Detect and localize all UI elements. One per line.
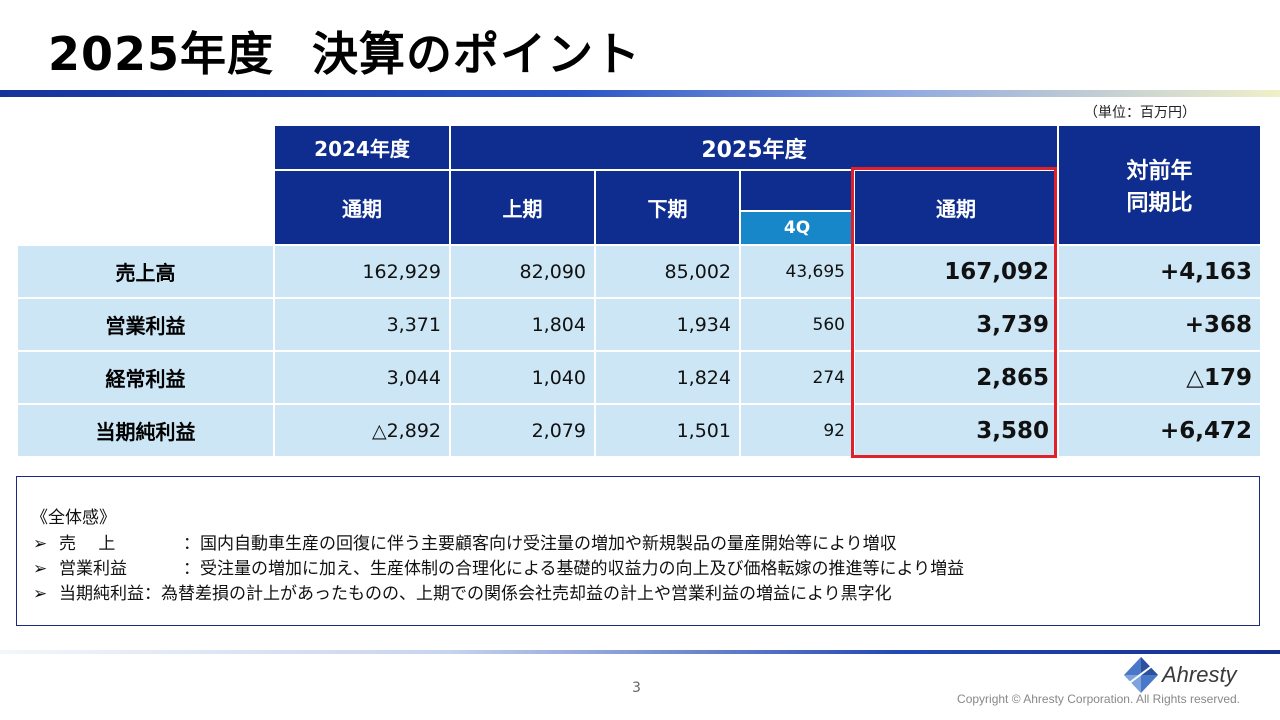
header-yoy-line1: 対前年 xyxy=(1126,159,1193,184)
header-yoy-line2: 同期比 xyxy=(1126,191,1193,216)
cell-h1: 1,040 xyxy=(449,350,596,405)
summary-item: ➢ 売 上 ：国内自動車生産の回復に伴う主要顧客向け受注量の増加や新規製品の量産開始… xyxy=(33,529,897,554)
row-label: 売上高 xyxy=(16,244,275,299)
cell-h1: 82,090 xyxy=(449,244,596,299)
cell-prev-full: 3,044 xyxy=(273,350,451,405)
arrow-bullet-icon: ➢ xyxy=(33,534,48,554)
header-yoy: 対前年 同期比 xyxy=(1057,124,1262,246)
cell-h2: 85,002 xyxy=(594,244,741,299)
cell-yoy: +368 xyxy=(1057,297,1262,352)
unit-note: （単位：百万円） xyxy=(1084,105,1196,121)
cell-q4: 560 xyxy=(739,297,855,352)
company-logo: Ahresty xyxy=(1122,656,1248,694)
row-label: 当期純利益 xyxy=(16,403,275,458)
header-fy2024: 2024年度 xyxy=(273,124,451,171)
cell-yoy: △179 xyxy=(1057,350,1262,405)
arrow-bullet-icon: ➢ xyxy=(33,559,48,579)
summary-item-text: ：為替差損の計上があったものの、上期での関係会社売却益の計上や営業利益の増益によ… xyxy=(144,584,892,604)
summary-item-label: 当期純利益 xyxy=(59,584,144,604)
logo-wordmark: Ahresty xyxy=(1162,662,1237,687)
cell-yoy: +6,472 xyxy=(1057,403,1262,458)
row-label: 経常利益 xyxy=(16,350,275,405)
cell-h2: 1,501 xyxy=(594,403,741,458)
financial-results-table: 2024年度 2025年度 対前年 同期比 通期 上期 下期 通期 4Q 売上高… xyxy=(16,124,1262,458)
arrow-bullet-icon: ➢ xyxy=(33,584,48,604)
table-row: 営業利益 3,371 1,804 1,934 560 3,739 +368 xyxy=(16,297,1262,352)
header-full-year: 通期 xyxy=(853,169,1059,246)
footer-divider xyxy=(0,650,1280,654)
cell-prev-full: △2,892 xyxy=(273,403,451,458)
cell-prev-full: 162,929 xyxy=(273,244,451,299)
summary-item-text: ：受注量の増加に加え、生産体制の合理化による基礎的収益力の向上及び価格転嫁の推進… xyxy=(183,559,965,579)
summary-heading: 《全体感》 xyxy=(31,508,116,528)
cell-yoy: +4,163 xyxy=(1057,244,1262,299)
title-year: 2025年度 xyxy=(48,27,275,81)
summary-item-text: ：国内自動車生産の回復に伴う主要顧客向け受注量の増加や新規製品の量産開始等により… xyxy=(183,534,897,554)
cell-prev-full: 3,371 xyxy=(273,297,451,352)
cell-q4: 43,695 xyxy=(739,244,855,299)
cell-full: 2,865 xyxy=(853,350,1059,405)
header-second-half: 下期 xyxy=(594,169,741,246)
ahresty-diamond-logo-icon xyxy=(1124,657,1158,693)
row-label: 営業利益 xyxy=(16,297,275,352)
header-prev-full-year: 通期 xyxy=(273,169,451,246)
table-row: 経常利益 3,044 1,040 1,824 274 2,865 △179 xyxy=(16,350,1262,405)
header-q4-spacer xyxy=(739,169,855,212)
title-subject: 決算のポイント xyxy=(312,27,642,81)
cell-full: 167,092 xyxy=(853,244,1059,299)
header-fy2025: 2025年度 xyxy=(449,124,1059,171)
cell-full: 3,739 xyxy=(853,297,1059,352)
page-number: 3 xyxy=(632,680,641,696)
table-corner xyxy=(16,124,275,246)
table-row: 当期純利益 △2,892 2,079 1,501 92 3,580 +6,472 xyxy=(16,403,1262,458)
cell-q4: 92 xyxy=(739,403,855,458)
copyright-notice: Copyright © Ahresty Corporation. All Rig… xyxy=(957,692,1240,706)
page-title: 2025年度 決算のポイント xyxy=(48,18,641,84)
summary-item: ➢ 当期純利益：為替差損の計上があったものの、上期での関係会社売却益の計上や営業利… xyxy=(33,579,892,604)
cell-full: 3,580 xyxy=(853,403,1059,458)
header-q4: 4Q xyxy=(739,210,855,246)
cell-h1: 1,804 xyxy=(449,297,596,352)
summary-item: ➢ 営業利益 ：受注量の増加に加え、生産体制の合理化による基礎的収益力の向上及び価格… xyxy=(33,554,964,579)
table-row: 売上高 162,929 82,090 85,002 43,695 167,092… xyxy=(16,244,1262,299)
header-first-half: 上期 xyxy=(449,169,596,246)
title-divider xyxy=(0,90,1280,97)
cell-h1: 2,079 xyxy=(449,403,596,458)
cell-q4: 274 xyxy=(739,350,855,405)
summary-box: 《全体感》 ➢ 売 上 ：国内自動車生産の回復に伴う主要顧客向け受注量の増加や新規製… xyxy=(16,476,1260,626)
summary-item-label: 営業利益 xyxy=(59,559,127,579)
summary-item-label: 売 上 xyxy=(59,534,116,554)
cell-h2: 1,934 xyxy=(594,297,741,352)
cell-h2: 1,824 xyxy=(594,350,741,405)
